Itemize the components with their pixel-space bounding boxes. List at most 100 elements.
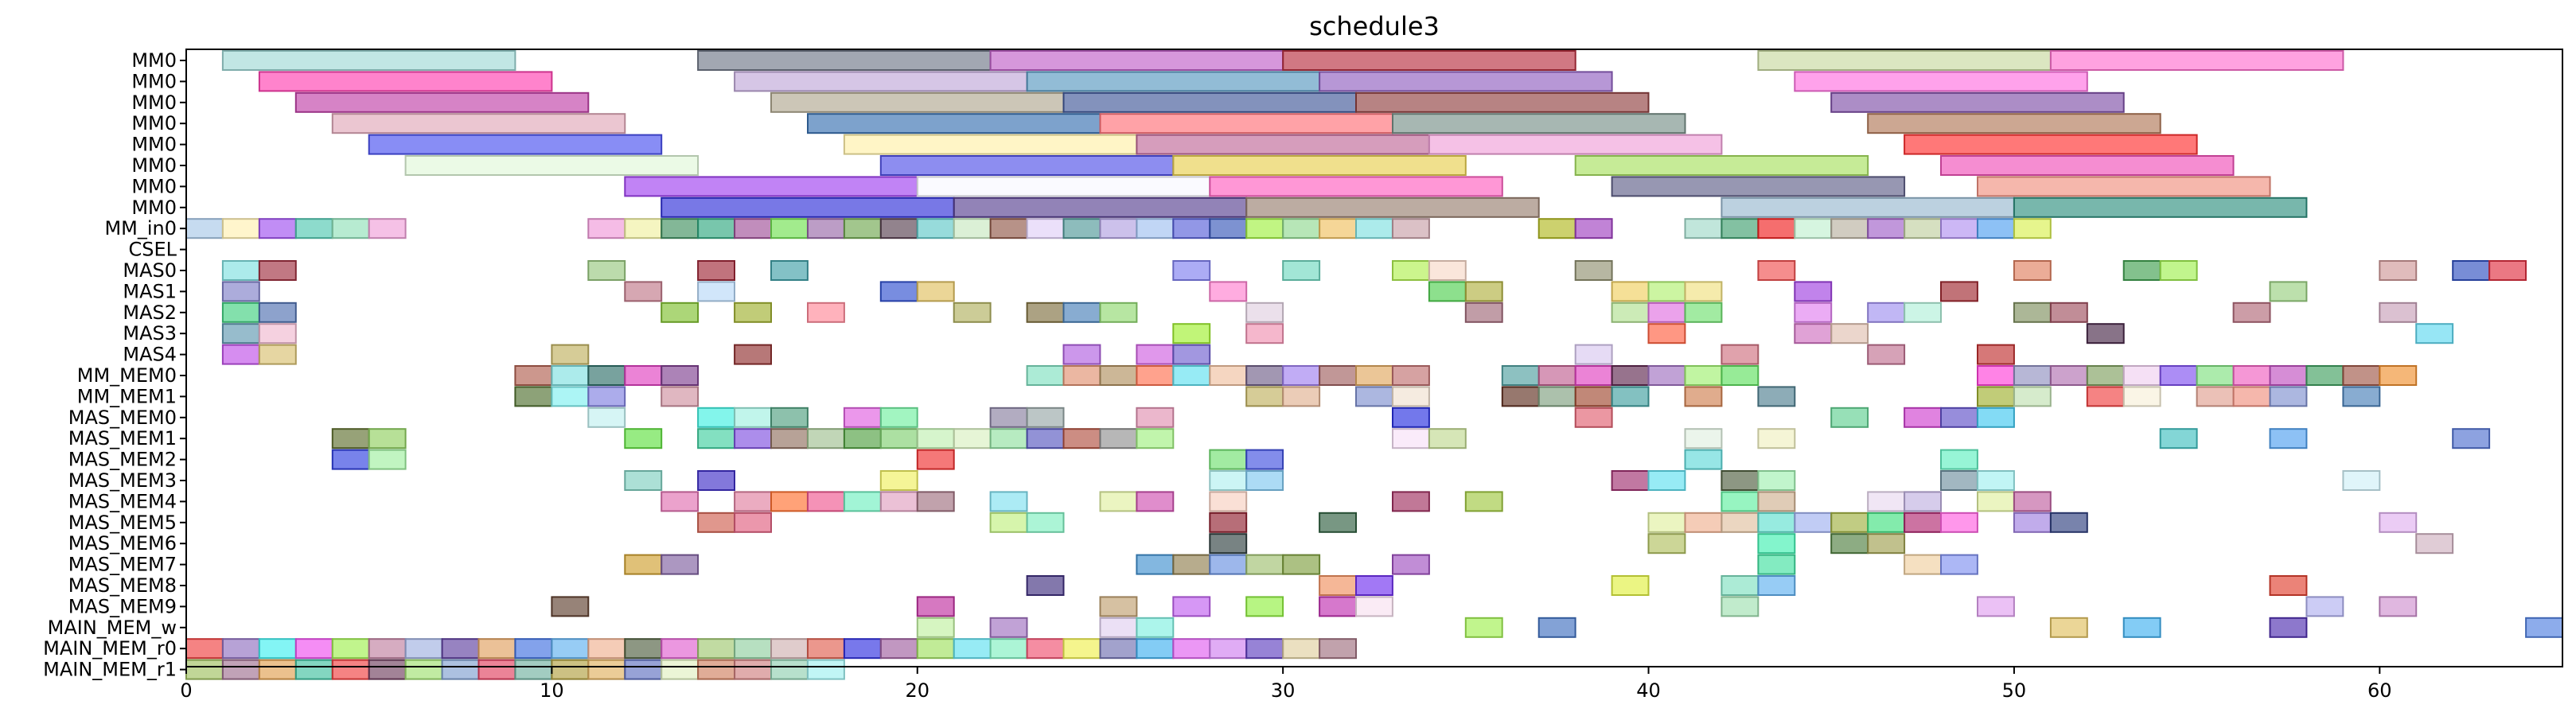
task-bar bbox=[1026, 407, 1065, 428]
task-bar bbox=[1136, 134, 1430, 155]
task-bar bbox=[587, 407, 626, 428]
task-bar bbox=[587, 218, 626, 239]
x-tick-label: 50 bbox=[2002, 679, 2027, 702]
task-bar bbox=[258, 323, 297, 344]
task-bar bbox=[587, 386, 626, 407]
task-bar bbox=[2013, 491, 2052, 512]
task-bar bbox=[734, 71, 1028, 92]
task-bar bbox=[2086, 365, 2125, 386]
task-bar bbox=[1794, 302, 1833, 323]
task-bar bbox=[1611, 302, 1650, 323]
task-bar bbox=[1611, 365, 1650, 386]
task-bar bbox=[587, 260, 626, 281]
task-bar bbox=[551, 365, 590, 386]
task-bar bbox=[1172, 365, 1211, 386]
task-bar bbox=[2122, 260, 2161, 281]
plot-frame bbox=[185, 49, 2563, 667]
task-bar bbox=[1611, 176, 1906, 197]
task-bar bbox=[1355, 365, 1393, 386]
task-bar bbox=[1209, 512, 1248, 533]
task-bar bbox=[879, 407, 918, 428]
task-bar bbox=[1977, 344, 2015, 365]
task-bar bbox=[1136, 617, 1175, 638]
task-bar bbox=[697, 512, 735, 533]
task-bar bbox=[1867, 302, 1906, 323]
task-bar bbox=[2159, 428, 2198, 449]
task-bar bbox=[2013, 218, 2052, 239]
task-bar bbox=[1684, 218, 1723, 239]
task-bar bbox=[2122, 617, 2161, 638]
task-bar bbox=[1099, 428, 1138, 449]
task-bar bbox=[1867, 533, 1906, 555]
task-bar bbox=[624, 554, 663, 575]
task-bar bbox=[661, 386, 700, 407]
task-bar bbox=[1245, 302, 1284, 323]
task-bar bbox=[1830, 512, 1869, 533]
task-bar bbox=[734, 218, 772, 239]
lane-label: CSEL bbox=[128, 239, 177, 261]
task-bar bbox=[843, 407, 882, 428]
task-bar bbox=[1611, 470, 1650, 491]
task-bar bbox=[1099, 218, 1138, 239]
task-bar bbox=[2013, 365, 2052, 386]
task-bar bbox=[2379, 302, 2418, 323]
task-bar bbox=[697, 50, 992, 71]
task-bar bbox=[1794, 71, 2088, 92]
task-bar bbox=[661, 659, 700, 680]
task-bar bbox=[807, 113, 1101, 134]
task-bar bbox=[1245, 218, 1284, 239]
task-bar bbox=[843, 218, 882, 239]
task-bar bbox=[843, 491, 882, 512]
task-bar bbox=[661, 365, 700, 386]
task-bar bbox=[1136, 638, 1175, 660]
task-bar bbox=[2122, 386, 2161, 407]
task-bar bbox=[1282, 218, 1321, 239]
task-bar bbox=[697, 659, 735, 680]
lane-label: MAIN_MEM_w bbox=[48, 617, 177, 639]
task-bar bbox=[1282, 638, 1321, 660]
task-bar bbox=[1062, 218, 1101, 239]
task-bar bbox=[2269, 617, 2308, 638]
task-bar bbox=[1757, 512, 1796, 533]
task-bar bbox=[916, 449, 955, 470]
lane-label: MM_MEM1 bbox=[77, 385, 177, 407]
task-bar bbox=[916, 617, 955, 638]
task-bar bbox=[1721, 470, 1760, 491]
task-bar bbox=[441, 659, 480, 680]
task-bar bbox=[587, 365, 626, 386]
task-bar bbox=[770, 407, 809, 428]
task-bar bbox=[1392, 260, 1430, 281]
task-bar bbox=[1026, 302, 1065, 323]
task-bar bbox=[1428, 260, 1467, 281]
task-bar bbox=[916, 428, 955, 449]
task-bar bbox=[221, 302, 260, 323]
task-bar bbox=[1209, 491, 1248, 512]
task-bar bbox=[1794, 512, 1833, 533]
task-bar bbox=[551, 386, 590, 407]
task-bar bbox=[661, 218, 700, 239]
task-bar bbox=[368, 428, 407, 449]
task-bar bbox=[1574, 155, 1869, 176]
task-bar bbox=[1647, 281, 1686, 302]
task-bar bbox=[1611, 281, 1650, 302]
lane-label: MM0 bbox=[131, 49, 177, 72]
task-bar bbox=[1209, 533, 1248, 555]
task-bar bbox=[1611, 386, 1650, 407]
task-bar bbox=[770, 638, 809, 660]
task-bar bbox=[1757, 491, 1796, 512]
task-bar bbox=[221, 659, 260, 680]
task-bar bbox=[1245, 386, 1284, 407]
task-bar bbox=[1319, 575, 1357, 596]
task-bar bbox=[1172, 323, 1211, 344]
task-bar bbox=[1977, 176, 2271, 197]
task-bar bbox=[2305, 596, 2344, 617]
task-bar bbox=[807, 638, 845, 660]
task-bar bbox=[770, 659, 809, 680]
task-bar bbox=[1062, 344, 1101, 365]
lane-label: MAS_MEM1 bbox=[68, 427, 177, 449]
task-bar bbox=[331, 113, 626, 134]
task-bar bbox=[258, 302, 297, 323]
x-tick-label: 60 bbox=[2368, 679, 2392, 702]
task-bar bbox=[697, 281, 735, 302]
task-bar bbox=[661, 638, 700, 660]
